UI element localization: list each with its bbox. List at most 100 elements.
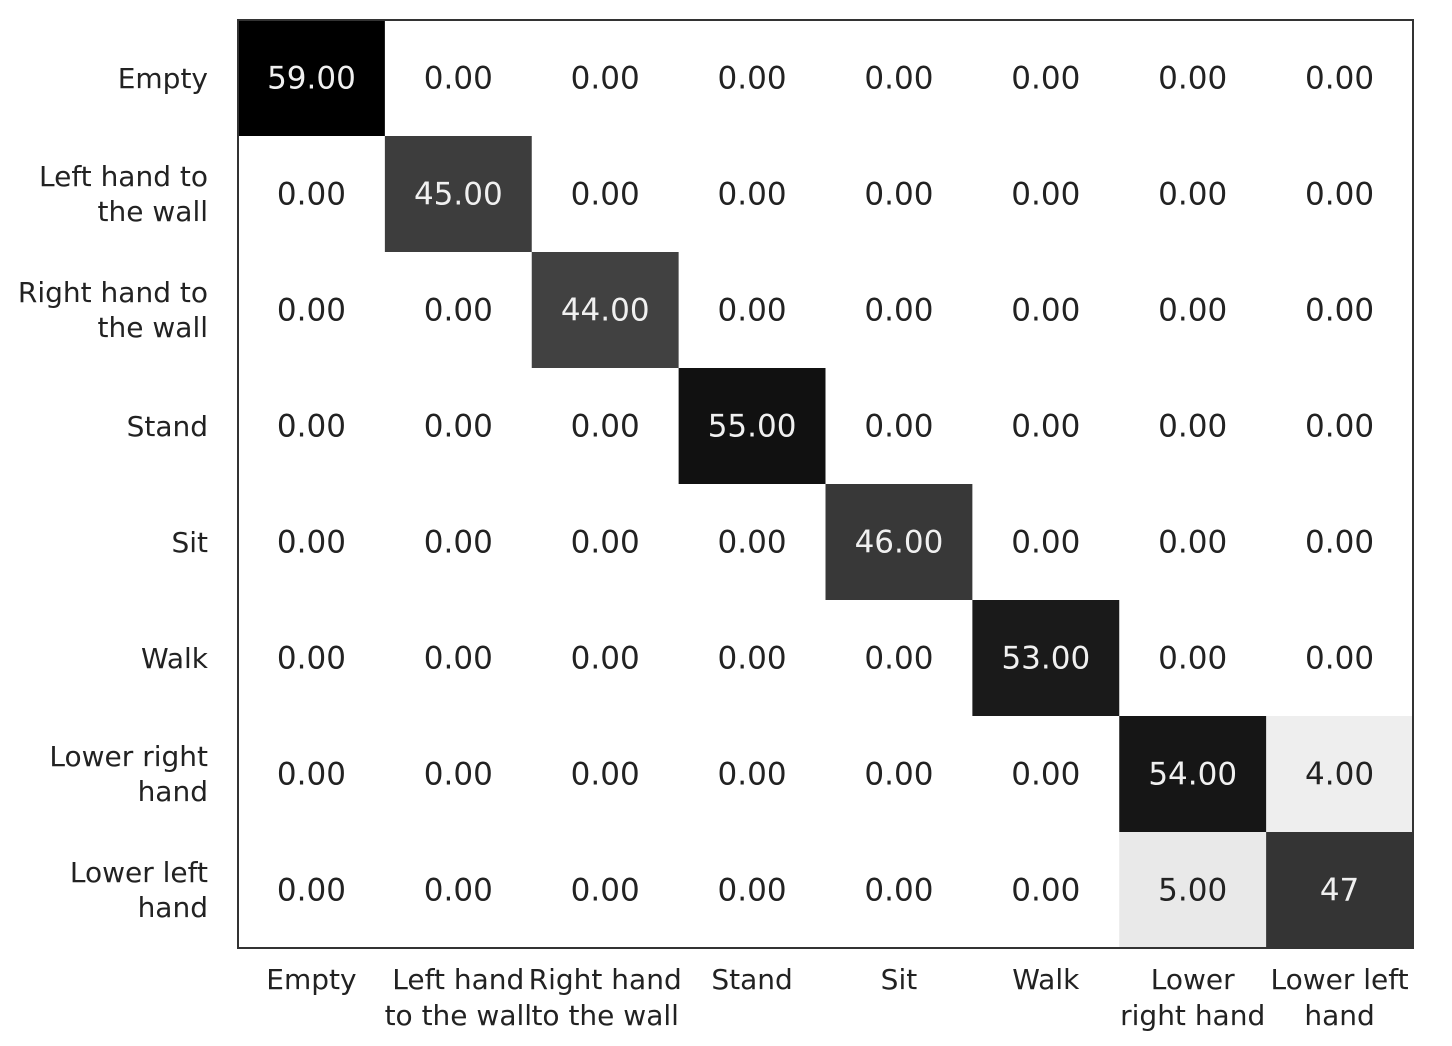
cell bbox=[972, 20, 1120, 137]
cell-label: 0.00 bbox=[424, 873, 493, 909]
cell-label: 0.00 bbox=[1305, 525, 1374, 561]
cell bbox=[384, 20, 533, 137]
cell-label: 0.00 bbox=[277, 409, 346, 445]
cell bbox=[1119, 600, 1267, 717]
x-tick-label: Sit bbox=[880, 963, 918, 996]
cell bbox=[1266, 136, 1414, 253]
cell bbox=[238, 832, 386, 949]
cell bbox=[1266, 252, 1414, 369]
x-tick-label: Empty bbox=[266, 963, 357, 996]
cell-label: 0.00 bbox=[864, 61, 933, 97]
cell-label: 0.00 bbox=[424, 409, 493, 445]
cell-label: 0.00 bbox=[1011, 177, 1080, 213]
cell bbox=[531, 716, 680, 833]
cell bbox=[1119, 136, 1267, 253]
cell-label: 0.00 bbox=[571, 757, 640, 793]
cell-label: 0.00 bbox=[864, 757, 933, 793]
cell-label: 0.00 bbox=[718, 641, 787, 677]
cell-label: 0.00 bbox=[864, 409, 933, 445]
cell bbox=[972, 716, 1120, 833]
cell bbox=[531, 484, 680, 601]
cell-label: 4.00 bbox=[1305, 757, 1374, 793]
cell bbox=[678, 484, 826, 601]
cell-label: 0.00 bbox=[277, 873, 346, 909]
cell bbox=[384, 832, 533, 949]
cell bbox=[972, 600, 1120, 717]
x-tick-label: Stand bbox=[711, 963, 793, 996]
cell-label: 53.00 bbox=[1001, 641, 1090, 677]
x-tick-label: Left hand to the wall bbox=[384, 963, 533, 1032]
x-tick-label: Lower right hand bbox=[1120, 963, 1266, 1032]
cell bbox=[825, 252, 973, 369]
cell bbox=[384, 368, 533, 485]
cell bbox=[972, 252, 1120, 369]
cell-label: 0.00 bbox=[1158, 641, 1227, 677]
cell bbox=[1119, 20, 1267, 137]
cell bbox=[678, 368, 826, 485]
cell bbox=[1119, 368, 1267, 485]
cell-label: 0.00 bbox=[424, 293, 493, 329]
cell bbox=[1266, 20, 1414, 137]
cell bbox=[678, 20, 826, 137]
cell-label: 0.00 bbox=[571, 61, 640, 97]
y-tick-label: Empty bbox=[117, 61, 208, 95]
cell-label: 0.00 bbox=[277, 293, 346, 329]
cell-label: 0.00 bbox=[718, 525, 787, 561]
cell-label: 47 bbox=[1320, 873, 1359, 909]
cell bbox=[384, 484, 533, 601]
cell-label: 0.00 bbox=[424, 61, 493, 97]
cell-label: 0.00 bbox=[864, 293, 933, 329]
cell-label: 0.00 bbox=[1011, 293, 1080, 329]
cell bbox=[825, 20, 973, 137]
cell bbox=[678, 136, 826, 253]
cell-label: 0.00 bbox=[1011, 61, 1080, 97]
x-tick-label: Walk bbox=[1012, 963, 1080, 996]
cell bbox=[1266, 368, 1414, 485]
cell bbox=[238, 716, 386, 833]
cell-label: 0.00 bbox=[571, 409, 640, 445]
cell-label: 0.00 bbox=[1305, 177, 1374, 213]
cell-label: 0.00 bbox=[1011, 757, 1080, 793]
cell bbox=[238, 20, 386, 137]
cell-label: 59.00 bbox=[267, 61, 356, 97]
cell-label: 0.00 bbox=[1305, 641, 1374, 677]
cell-label: 0.00 bbox=[424, 757, 493, 793]
cell bbox=[1266, 600, 1414, 717]
cell-label: 0.00 bbox=[718, 757, 787, 793]
cell bbox=[384, 136, 533, 253]
cell-label: 0.00 bbox=[864, 641, 933, 677]
cell-label: 0.00 bbox=[864, 177, 933, 213]
cell-label: 0.00 bbox=[277, 525, 346, 561]
y-tick-label: Sit bbox=[171, 525, 208, 559]
cell bbox=[531, 20, 680, 137]
y-tick-label: Right hand to the wall bbox=[17, 276, 208, 344]
cell-label: 0.00 bbox=[571, 873, 640, 909]
cell bbox=[1119, 716, 1267, 833]
cell bbox=[825, 484, 973, 601]
cell-label: 0.00 bbox=[718, 61, 787, 97]
cell bbox=[238, 252, 386, 369]
cell bbox=[531, 600, 680, 717]
cell-label: 0.00 bbox=[1305, 61, 1374, 97]
cell-label: 0.00 bbox=[424, 525, 493, 561]
cell bbox=[384, 600, 533, 717]
y-tick-label: Lower right hand bbox=[49, 740, 208, 808]
cell-label: 0.00 bbox=[1158, 525, 1227, 561]
cell-label: 0.00 bbox=[1011, 525, 1080, 561]
cell-label: 0.00 bbox=[1305, 409, 1374, 445]
cell bbox=[825, 136, 973, 253]
cell-label: 0.00 bbox=[1158, 409, 1227, 445]
cell bbox=[1119, 252, 1267, 369]
cell-label: 0.00 bbox=[424, 641, 493, 677]
cell bbox=[1266, 716, 1414, 833]
cell-label: 0.00 bbox=[864, 873, 933, 909]
cell bbox=[384, 252, 533, 369]
cell bbox=[972, 368, 1120, 485]
cell-label: 0.00 bbox=[1158, 61, 1227, 97]
cell bbox=[972, 484, 1120, 601]
cell-label: 0.00 bbox=[1011, 873, 1080, 909]
cell bbox=[678, 832, 826, 949]
cell-label: 0.00 bbox=[571, 641, 640, 677]
